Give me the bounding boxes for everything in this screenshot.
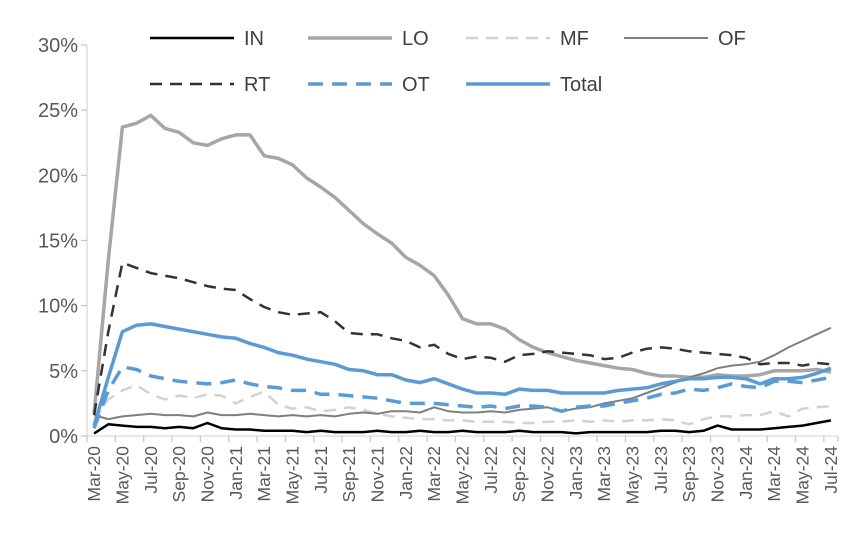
x-axis-label: Mar-23	[594, 446, 614, 501]
x-axis-label: May-23	[623, 446, 643, 504]
series-line-of	[93, 326, 832, 421]
x-axis-label: May-20	[112, 446, 132, 505]
legend: IN LO MF OF RT OT Total	[150, 28, 746, 96]
legend-item-total: Total	[466, 74, 602, 96]
x-axis-label: Nov-20	[197, 446, 217, 503]
x-axis-label: Nov-21	[367, 446, 387, 502]
x-axis-label: Jul-22	[481, 446, 501, 494]
series-line-ot	[92, 365, 832, 429]
x-axis-label: May-24	[793, 446, 813, 505]
x-axis-label: Sep-23	[679, 446, 699, 502]
x-axis-label: Sep-20	[169, 446, 189, 503]
x-axis-label: Sep-22	[509, 446, 529, 502]
legend-label-total: Total	[560, 74, 602, 96]
x-axis-label: Jul-23	[651, 446, 671, 494]
x-axis-label: Nov-22	[538, 446, 558, 502]
series-line-rt	[92, 261, 832, 416]
x-axis-label: Jul-20	[141, 446, 161, 494]
legend-item-rt: RT	[150, 74, 270, 96]
series-line-mf	[93, 383, 832, 426]
x-axis: Mar-20 May-20 Jul-20 Sep-20 Nov-20 Jan-21 Mar-…	[84, 436, 841, 504]
x-axis-label: Jan-22	[396, 446, 416, 500]
y-axis-label: 20%	[38, 165, 78, 187]
series-line-in	[93, 419, 832, 435]
y-axis-label: 30%	[38, 35, 78, 57]
y-axis: 0% 5% 10% 15% 20% 25% 30%	[38, 35, 87, 448]
legend-label-ot: OT	[402, 74, 430, 96]
x-axis-label: Nov-23	[708, 446, 728, 502]
series-lines	[92, 113, 832, 435]
legend-item-of: OF	[624, 28, 746, 50]
y-axis-label: 10%	[38, 296, 78, 318]
legend-item-mf: MF	[466, 28, 589, 50]
legend-label-lo: LO	[402, 28, 429, 50]
x-axis-label: Mar-20	[84, 446, 104, 502]
legend-label-of: OF	[718, 28, 746, 50]
x-axis-label: Sep-21	[339, 446, 359, 502]
legend-item-in: IN	[150, 28, 264, 50]
x-axis-label: Jul-21	[311, 446, 331, 494]
y-axis-label: 15%	[38, 231, 78, 253]
x-axis-label: May-21	[282, 446, 302, 504]
x-axis-label: May-22	[453, 446, 473, 504]
legend-item-lo: LO	[308, 28, 429, 50]
x-axis-label: Mar-22	[424, 446, 444, 501]
x-axis-label: Mar-24	[764, 446, 784, 502]
legend-label-in: IN	[244, 28, 264, 50]
legend-item-ot: OT	[308, 74, 430, 96]
legend-label-rt: RT	[244, 74, 270, 96]
y-axis-label: 5%	[49, 361, 78, 383]
x-axis-label: Jan-21	[226, 446, 246, 500]
x-axis-label: Jul-24	[821, 446, 841, 494]
y-axis-label: 0%	[49, 426, 78, 448]
x-axis-label: Mar-21	[254, 446, 274, 501]
legend-label-mf: MF	[560, 28, 589, 50]
y-axis-label: 25%	[38, 100, 78, 122]
x-axis-label: Jan-23	[566, 446, 586, 500]
x-axis-label: Jan-24	[736, 446, 756, 500]
series-line-total	[92, 322, 832, 427]
series-line-lo	[92, 113, 832, 414]
